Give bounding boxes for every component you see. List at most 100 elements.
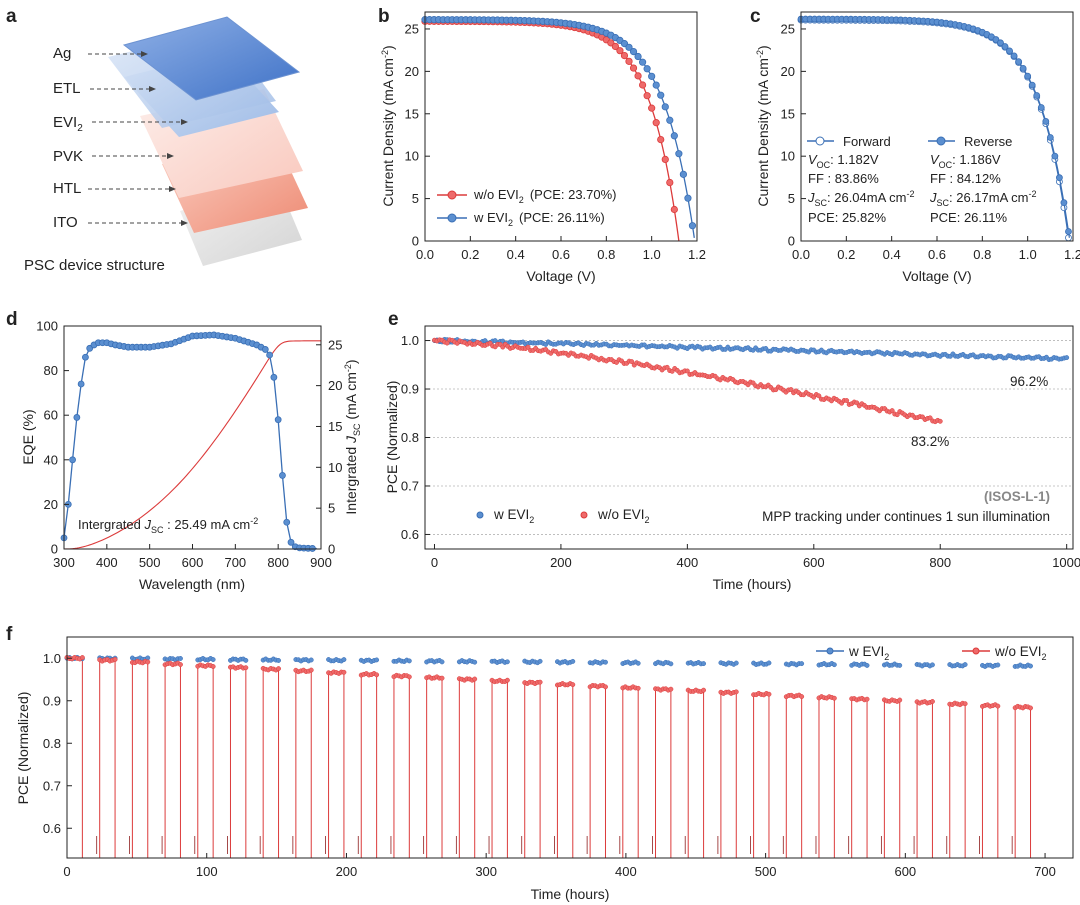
cycle-point-w-evi2 [831,662,837,668]
mpp-point-wo-evi2 [889,408,895,414]
eqe-point [270,373,278,381]
xtick-label: 600 [182,555,204,570]
ytick-label: 25 [328,337,342,352]
cycle-point-wo-evi2 [570,682,576,688]
eqe-point [73,414,81,421]
ytick-label: 10 [781,149,795,164]
ytick-label: 0 [328,542,335,557]
cycle-point-wo-evi2 [995,703,1001,709]
panel-d-yticks: 0 20 40 60 80 100 [36,319,69,557]
panel-e-marks [432,336,1070,425]
xtick-label: 400 [677,555,699,570]
cycle-point-wo-evi2 [243,665,249,671]
jv-point-wo-evi2 [643,92,651,100]
xtick-label: 600 [894,864,916,879]
panel-d-y2label: Intergrated JSC (mA cm-2) [343,359,362,514]
jv-line-forward [800,19,1070,238]
ytick-label: 0.7 [401,478,419,493]
mpp-point-wo-evi2 [684,368,690,374]
cycle-point-w-evi2 [341,657,347,663]
jv-point-w-evi2 [670,132,678,140]
mpp-point-wo-evi2 [788,387,794,393]
ytick-label: 0.6 [43,821,61,836]
ytick-label: 0.6 [401,527,419,542]
xtick-label: 900 [310,555,332,570]
panel-f-frame [66,636,1074,859]
ytick-label: 80 [44,363,58,378]
cycle-point-w-evi2 [308,657,314,663]
panel-c-xticks: 0.0 0.2 0.4 0.6 0.8 1.0 1.2 [792,236,1080,262]
xtick-label: 200 [336,864,358,879]
xtick-label: 0.0 [416,247,434,262]
cycle-point-wo-evi2 [439,675,445,681]
jv-point-w-evi2 [638,58,647,66]
jv-point-w-evi2 [679,170,688,178]
panel-b-xlabel: Voltage (V) [526,268,595,284]
cycle-point-w-evi2 [178,656,183,661]
cycle-point-w-evi2 [570,658,576,664]
cycle-point-w-evi2 [766,660,772,666]
jv-point-wo-evi2 [648,104,656,112]
cycle-point-w-evi2 [864,662,870,668]
ytick-label: 40 [44,452,58,467]
ytick-label: 20 [405,64,419,79]
ytick-label: 100 [36,319,58,334]
forward-pce: PCE: 25.82% [808,210,886,225]
xtick-label: 300 [475,864,497,879]
mpp-point-wo-evi2 [664,364,670,370]
ytick-label: 15 [405,106,419,121]
label-htl: HTL [53,180,81,197]
jv-point-reverse [1019,64,1027,72]
label-arrows [88,53,182,224]
panel-f-marks [64,654,1033,858]
cycle-point-w-evi2 [439,659,445,665]
jv-point-reverse [1046,134,1054,141]
xtick-label: 1.0 [1019,247,1037,262]
cycle-point-w-evi2 [733,660,739,666]
cycle-point-w-evi2 [537,658,543,664]
panel-d-ylabel: EQE (%) [20,409,36,464]
mpp-point-wo-evi2 [927,415,933,421]
xtick-label: 500 [755,864,777,879]
jv-point-reverse [1037,104,1045,111]
cycle-point-w-evi2 [210,657,216,662]
panel-f: f 0 100 200 300 400 500 600 700 0.6 0.7 0.8 0.9 1.0… [6,624,1074,902]
panel-e-xlabel: Time (hours) [713,576,792,592]
panel-a-caption: PSC device structure [24,257,165,274]
jv-point-reverse [1006,47,1013,55]
cycle-point-w-evi2 [897,662,903,668]
panel-e: e 0 200 400 600 800 1000 0.6 0.7 0.8 0.9 1.0 Time… [384,309,1080,592]
cycle-point-w-evi2 [962,662,968,668]
reverse-pce: PCE: 26.11% [930,210,1008,225]
legend-reverse: Reverse [964,134,1012,149]
jv-point-w-evi2 [661,103,669,111]
eqe-point [287,538,295,546]
panel-b-legend: w/o EVI2 (PCE: 23.70%) w EVI2 (PCE: 26.11%… [437,187,617,228]
cycle-point-wo-evi2 [733,689,739,695]
jv-point-reverse [1042,118,1050,125]
xtick-label: 800 [929,555,951,570]
panel-d-xlabel: Wavelength (nm) [139,576,245,592]
jv-point-w-evi2 [634,52,642,61]
jv-point-w-evi2 [666,116,674,124]
cycle-point-wo-evi2 [79,655,85,660]
xtick-label: 1000 [1052,555,1080,570]
legend-e-wo-marker [580,511,588,519]
ytick-label: 5 [788,191,795,206]
jv-point-reverse [1051,152,1059,160]
integrated-jsc-line [63,340,321,550]
panel-b-xticks: 0.0 0.2 0.4 0.6 0.8 1.0 1.2 [416,236,706,262]
forward-voc: VOC: 1.182V [808,152,879,170]
xtick-label: 0.6 [928,247,946,262]
xtick-label: 1.2 [1064,247,1080,262]
panel-d-frame [63,325,322,550]
panel-e-label-w: 96.2% [1010,374,1048,389]
legend-f-w-marker [826,647,834,655]
cycle-point-wo-evi2 [504,677,510,683]
panel-d-letter: d [6,309,18,330]
cycle-point-wo-evi2 [766,691,772,697]
legend-forward: Forward [843,134,891,149]
cycle-point-w-evi2 [243,657,249,663]
xtick-label: 0 [63,864,70,879]
panel-d-annotation: Intergrated JSC : 25.49 mA cm-2 [78,516,258,535]
